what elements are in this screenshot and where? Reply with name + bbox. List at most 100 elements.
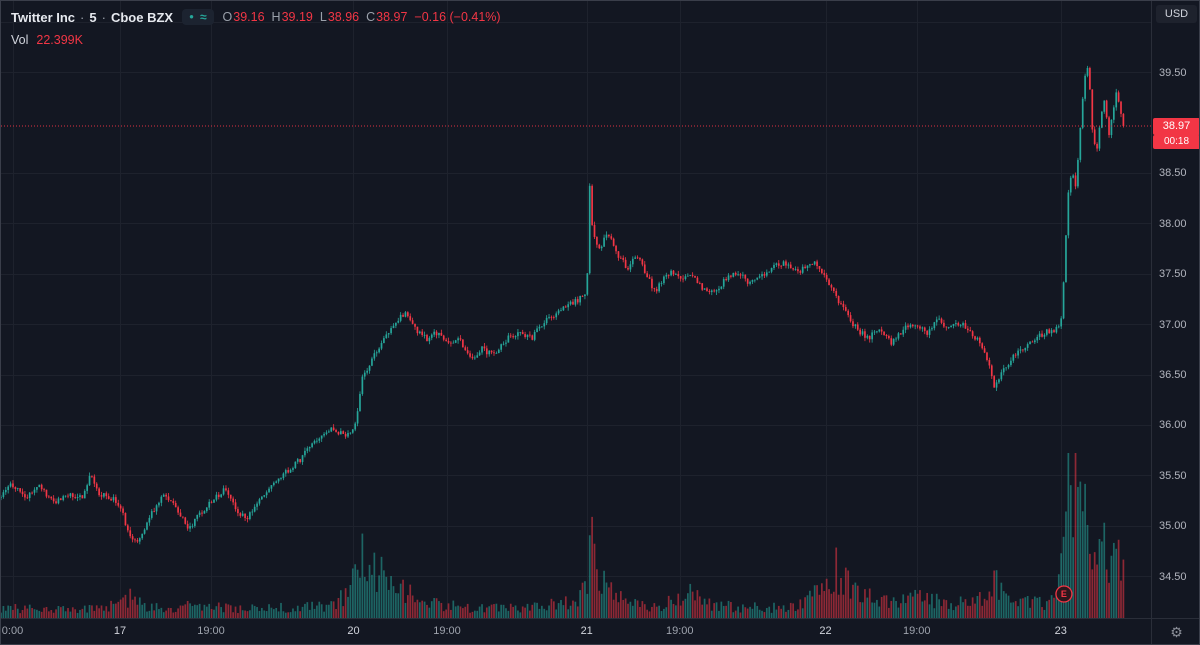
candle-body	[612, 238, 615, 246]
time-axis-label: 0:00	[1, 625, 24, 637]
candle-body	[720, 286, 723, 289]
volume-bar	[1029, 607, 1031, 618]
candle-body	[289, 469, 292, 473]
volume-bar	[1050, 595, 1053, 618]
volume-bar	[722, 605, 725, 618]
candle-body	[110, 498, 112, 501]
volume-bar	[481, 604, 483, 618]
volume-bar	[964, 599, 967, 618]
interval-label[interactable]: 5	[89, 9, 97, 25]
volume-bar	[237, 613, 239, 618]
candle-body	[533, 332, 536, 340]
volume-bar	[682, 600, 684, 618]
candle-body	[105, 493, 108, 497]
volume-bar	[629, 601, 632, 618]
candle-body	[931, 328, 933, 330]
candle-body	[198, 512, 201, 515]
volume-bar	[1017, 606, 1019, 618]
candle-body	[141, 533, 144, 539]
candle-body	[844, 307, 847, 311]
candle-body	[993, 376, 996, 388]
axis-settings-gear-icon[interactable]: ⚙	[1170, 624, 1183, 640]
candle-body	[225, 488, 227, 491]
candle-body	[2, 492, 5, 497]
candle-body	[177, 507, 179, 513]
candle-body	[366, 370, 369, 373]
volume-bar	[383, 570, 385, 618]
volume-bar	[40, 611, 43, 618]
candle-body	[251, 511, 254, 513]
price-tick-label: 36.50	[1159, 369, 1187, 382]
volume-bar	[361, 533, 364, 618]
volume-bar	[871, 602, 873, 618]
volume-bar	[71, 607, 74, 618]
time-axis[interactable]: 0:00 17 19:00 20 19:00 21 19:00 22 19:00 23	[1, 618, 1151, 644]
candle-body	[691, 275, 694, 276]
volume-bar	[213, 609, 215, 618]
candle-body	[222, 488, 225, 495]
volume-bar	[1103, 522, 1106, 618]
volume-bar	[610, 582, 613, 618]
chart-plot-area[interactable]: E Twitter Inc · 5 · Cboe BZX ● ≈ O39.16 …	[1, 1, 1151, 618]
candle-body	[710, 290, 713, 293]
exchange-label[interactable]: Cboe BZX	[110, 9, 174, 25]
volume-bar	[402, 579, 404, 618]
candle-body	[754, 279, 756, 281]
candle-body	[74, 497, 77, 498]
volume-bar	[835, 547, 838, 618]
volume-bar	[126, 607, 129, 618]
candle-body	[332, 427, 335, 430]
candle-body	[701, 283, 704, 290]
candle-body	[543, 323, 546, 327]
candle-body	[270, 485, 273, 489]
volume-bar	[861, 602, 864, 618]
earnings-marker[interactable]: E	[1055, 585, 1073, 603]
candle-body	[715, 290, 718, 292]
volume-bar	[373, 552, 376, 618]
candle-body	[964, 323, 967, 329]
symbol-name[interactable]: Twitter Inc	[11, 9, 76, 25]
volume-bar	[591, 516, 593, 618]
volume-bar	[347, 596, 349, 618]
volume-bar	[165, 610, 167, 618]
volume-bar	[818, 594, 821, 618]
candle-body	[330, 427, 333, 432]
volume-bar	[883, 595, 885, 618]
price-tick-label: 36.00	[1159, 419, 1187, 432]
candle-body	[469, 353, 471, 357]
volume-bar	[940, 606, 943, 618]
volume-bar	[179, 605, 182, 618]
volume-bar	[849, 598, 852, 618]
volume-bar	[423, 601, 426, 618]
volume-bar	[727, 600, 730, 618]
candle-body	[911, 324, 914, 327]
volume-bar	[1112, 542, 1115, 618]
volume-bar	[1096, 564, 1098, 618]
volume-bar	[916, 593, 919, 618]
symbol-title[interactable]: Twitter Inc · 5 · Cboe BZX	[11, 10, 173, 25]
volume-bar	[253, 605, 256, 618]
volume-bar	[581, 582, 584, 618]
volume-bar	[50, 610, 53, 618]
volume-bar	[1115, 548, 1118, 618]
candle-body	[83, 490, 86, 499]
volume-bar	[282, 611, 285, 618]
candle-body	[299, 459, 301, 463]
volume-bar	[318, 601, 321, 618]
candle-body	[548, 316, 550, 318]
candle-body	[387, 333, 390, 335]
volume-bar	[182, 605, 184, 618]
price-scale[interactable]: USD 38.97 00:18 39.50 38.50 38.00 37.50 37.0…	[1151, 1, 1199, 618]
candle-body	[244, 513, 246, 518]
candle-body	[356, 411, 359, 424]
candle-body	[610, 236, 613, 239]
legend-status-pill[interactable]: ● ≈	[182, 9, 214, 25]
currency-button[interactable]: USD	[1156, 5, 1197, 23]
volume-bar	[418, 602, 421, 618]
last-price-badge: 38.97	[1153, 117, 1199, 135]
volume-bar	[1010, 602, 1012, 618]
candle-body	[45, 489, 48, 497]
candle-body	[294, 461, 297, 469]
volume-bar	[14, 604, 17, 618]
candle-body	[495, 353, 498, 354]
